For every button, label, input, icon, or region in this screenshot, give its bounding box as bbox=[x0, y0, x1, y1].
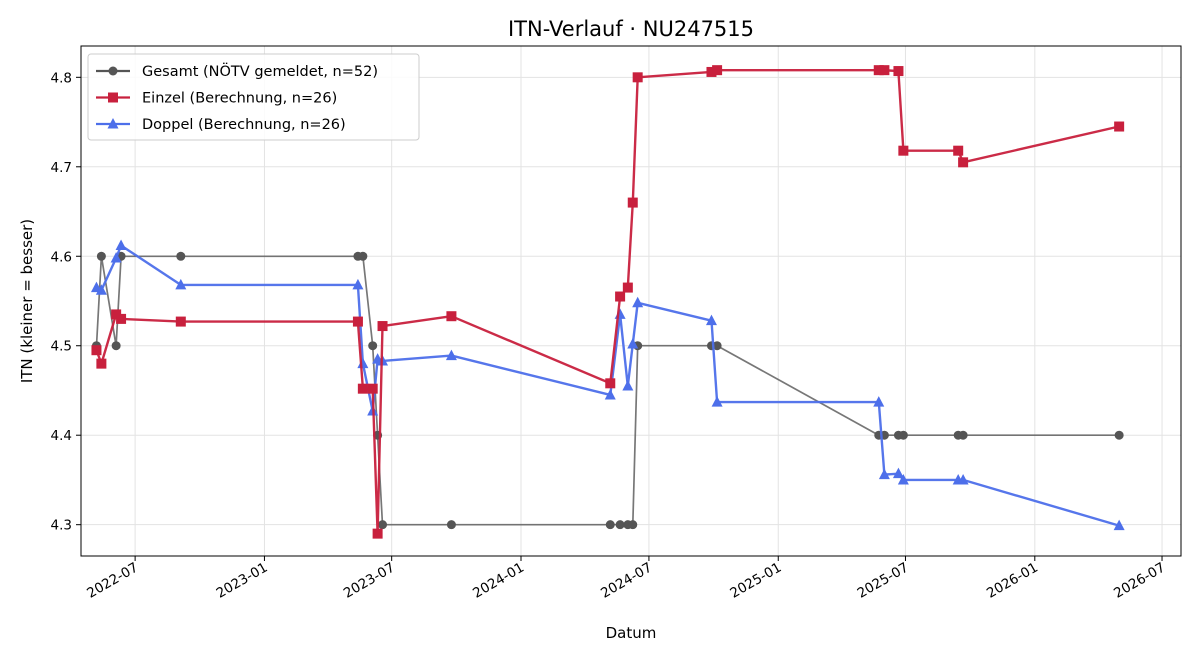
data-point bbox=[712, 65, 723, 76]
y-tick-label: 4.3 bbox=[51, 518, 72, 534]
data-point bbox=[1114, 430, 1124, 440]
x-axis-label: Datum bbox=[606, 624, 657, 642]
legend-label: Gesamt (NÖTV gemeldet, n=52) bbox=[142, 62, 378, 80]
data-point bbox=[116, 313, 127, 324]
data-point bbox=[627, 197, 638, 208]
data-point bbox=[958, 430, 968, 440]
data-point bbox=[605, 378, 616, 389]
data-point bbox=[605, 520, 615, 530]
data-point bbox=[358, 251, 368, 261]
data-point bbox=[706, 66, 717, 77]
data-point bbox=[175, 278, 187, 290]
data-point bbox=[898, 430, 908, 440]
data-point bbox=[96, 358, 107, 369]
data-point bbox=[712, 341, 722, 351]
data-point bbox=[632, 296, 644, 308]
series-square bbox=[91, 65, 1125, 539]
data-point bbox=[615, 520, 625, 530]
data-point bbox=[175, 316, 186, 327]
data-point bbox=[892, 467, 904, 479]
data-point bbox=[893, 66, 904, 77]
data-point bbox=[91, 345, 102, 356]
data-point bbox=[445, 349, 457, 361]
data-point bbox=[1113, 519, 1125, 531]
data-point bbox=[110, 252, 122, 263]
chart-title: ITN-Verlauf · NU247515 bbox=[508, 17, 754, 41]
y-tick-label: 4.6 bbox=[51, 249, 72, 265]
data-point bbox=[372, 528, 383, 539]
plot-frame bbox=[80, 45, 1182, 557]
data-point bbox=[632, 72, 643, 83]
data-point bbox=[898, 145, 909, 156]
data-point bbox=[711, 396, 723, 407]
legend-marker bbox=[108, 66, 118, 76]
data-point bbox=[705, 314, 717, 326]
legend-label: Einzel (Berechnung, n=26) bbox=[142, 91, 337, 107]
data-point bbox=[897, 473, 909, 485]
series-layer bbox=[90, 65, 1125, 539]
data-point bbox=[352, 278, 364, 290]
legend-label: Doppel (Berechnung, n=26) bbox=[142, 117, 346, 133]
y-tick-label: 4.8 bbox=[51, 70, 72, 86]
data-point bbox=[367, 383, 378, 394]
data-point bbox=[878, 468, 890, 480]
data-point bbox=[627, 337, 639, 349]
data-point bbox=[95, 284, 107, 295]
y-tick-label: 4.5 bbox=[51, 339, 72, 355]
data-point bbox=[352, 316, 363, 327]
data-point bbox=[953, 145, 964, 156]
legend-marker bbox=[107, 118, 119, 129]
legend: Gesamt (NÖTV gemeldet, n=52) Einzel (Bere… bbox=[87, 53, 420, 141]
data-point bbox=[622, 282, 633, 293]
data-point bbox=[1114, 121, 1125, 132]
y-tick-label: 4.4 bbox=[51, 428, 72, 444]
data-point bbox=[96, 251, 106, 261]
data-point bbox=[622, 380, 634, 391]
data-point bbox=[368, 341, 378, 351]
data-point bbox=[873, 396, 885, 407]
data-point bbox=[604, 388, 616, 400]
data-point bbox=[357, 383, 368, 394]
data-point bbox=[879, 65, 890, 76]
data-point bbox=[377, 321, 388, 332]
data-point bbox=[378, 520, 388, 530]
y-tick-label: 4.7 bbox=[51, 160, 72, 176]
data-point bbox=[873, 65, 884, 76]
data-point bbox=[176, 251, 186, 261]
legend-box bbox=[87, 53, 420, 141]
data-point bbox=[111, 341, 121, 351]
data-point bbox=[446, 311, 457, 322]
data-point bbox=[115, 239, 127, 251]
data-point bbox=[957, 473, 969, 485]
data-point bbox=[958, 157, 969, 168]
legend-marker bbox=[108, 92, 118, 103]
data-point bbox=[628, 520, 638, 530]
legend-entries: Gesamt (NÖTV gemeldet, n=52) Einzel (Bere… bbox=[96, 62, 378, 133]
y-axis-label: ITN (kleiner = besser) bbox=[18, 219, 36, 383]
data-point bbox=[446, 520, 456, 530]
data-point bbox=[615, 291, 626, 302]
